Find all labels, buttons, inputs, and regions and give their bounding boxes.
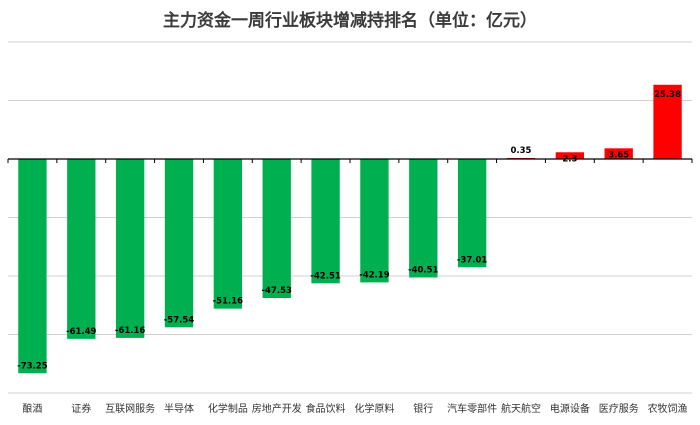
bar [164, 159, 194, 328]
category-label: 食品饮料 [306, 402, 346, 415]
gridlines [8, 41, 692, 394]
data-label: 25.38 [654, 90, 681, 100]
bar [213, 159, 243, 309]
bar [67, 159, 96, 339]
data-label: -40.51 [408, 265, 438, 275]
data-label: -42.51 [310, 271, 340, 281]
category-label: 汽车零部件 [447, 402, 497, 415]
category-label: 农牧饲渔 [648, 402, 688, 415]
bar [311, 159, 340, 284]
bar [409, 159, 438, 278]
data-label: 2.3 [562, 154, 577, 164]
category-label: 房地产开发 [252, 402, 302, 415]
bar [262, 159, 291, 299]
data-label: 0.35 [511, 146, 532, 156]
data-labels: -73.25 -61.49 -61.16 -57.54 -51.16 -47.53 -42.… [17, 90, 681, 371]
data-label: -61.49 [66, 327, 96, 337]
category-label: 电源设备 [550, 402, 590, 415]
data-label: -42.19 [359, 270, 389, 280]
bar [18, 159, 47, 374]
category-labels: 酿酒 证券 互联网服务 半导体 化学制品 房地产开发 食品饮料 化学原料 银行 汽车零部件 航天航空… [22, 402, 687, 415]
data-label: -57.54 [164, 315, 194, 325]
data-label: -37.01 [457, 255, 487, 265]
bar [115, 159, 145, 338]
bars [18, 84, 682, 374]
category-label: 证券 [71, 402, 91, 415]
zero-axis [7, 158, 693, 163]
category-label: 航天航空 [501, 402, 541, 415]
data-label: -51.16 [213, 297, 243, 307]
bar [653, 84, 682, 159]
category-label: 银行 [413, 402, 433, 415]
data-label: -61.16 [115, 326, 145, 336]
category-label: 互联网服务 [105, 402, 155, 415]
data-label: -73.25 [17, 361, 47, 371]
bar [555, 152, 585, 159]
bar [604, 148, 633, 159]
category-label: 半导体 [164, 402, 194, 415]
data-label: 3.65 [608, 150, 629, 160]
category-label: 医疗服务 [599, 402, 639, 415]
category-label: 化学原料 [354, 402, 394, 415]
data-label: -47.53 [262, 286, 292, 296]
chart-title: 主力资金一周行业板块增减持排名（单位：亿元） [163, 11, 537, 31]
bar [360, 159, 389, 283]
bar [457, 159, 487, 268]
category-label: 酿酒 [22, 402, 42, 415]
category-label: 化学制品 [208, 402, 248, 415]
